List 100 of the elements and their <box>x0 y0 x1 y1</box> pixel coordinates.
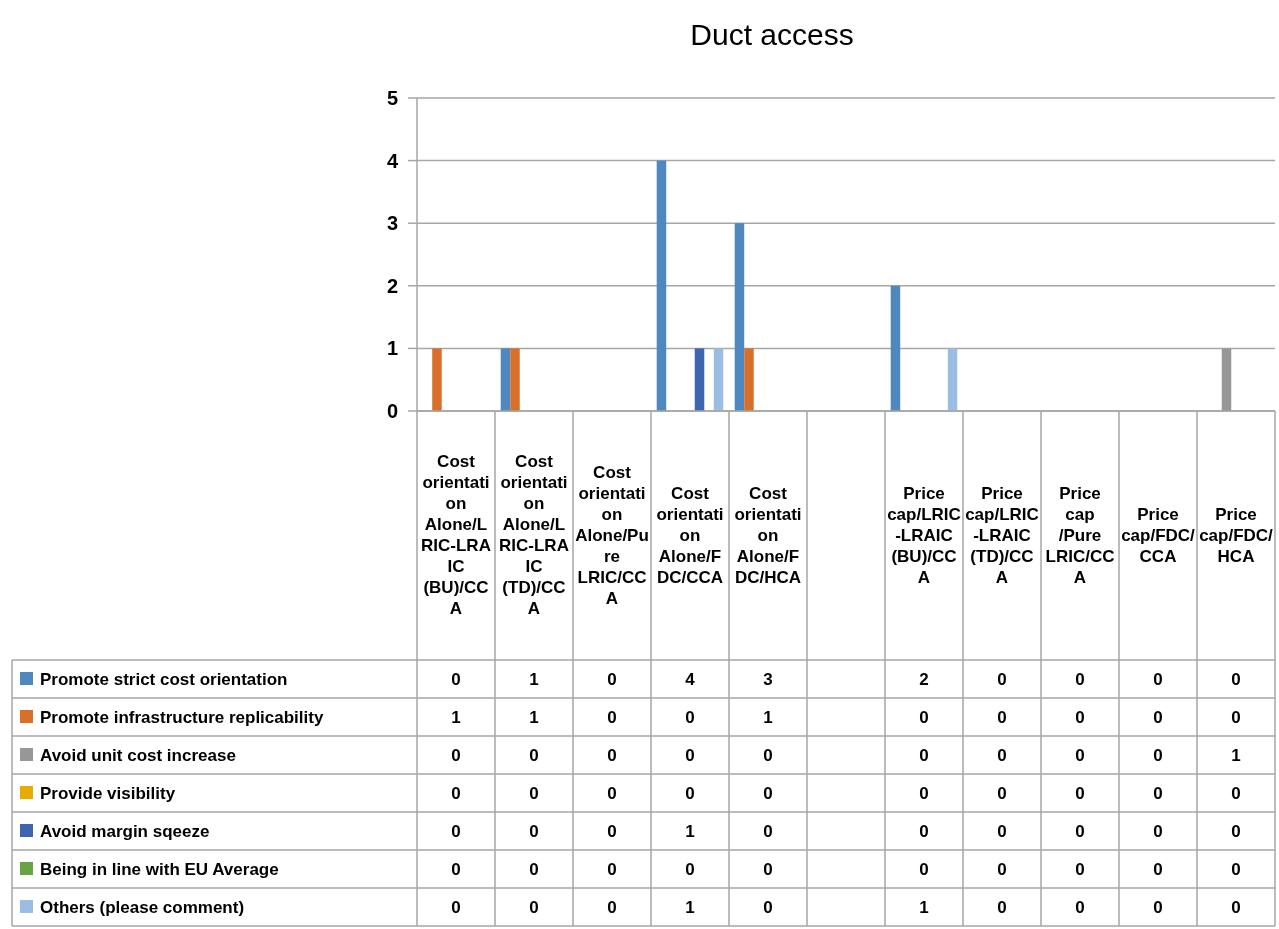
data-label: 0 <box>607 707 617 727</box>
data-label: 0 <box>997 897 1007 917</box>
y-tick-label: 0 <box>386 400 398 422</box>
data-label: 0 <box>685 783 695 803</box>
data-label: 0 <box>1075 669 1085 689</box>
data-label: 0 <box>1153 783 1163 803</box>
x-tick-label: Cost orientation Alone/LRIC-LRAIC (BU)/CCA <box>421 452 491 619</box>
chart-title: Duct access <box>690 18 854 51</box>
bar <box>947 348 958 411</box>
x-tick-label: Cost orientation Alone/LRIC-LRAIC (TD)/CCA <box>499 452 569 619</box>
x-tick-label: Cost orientation Alone/FDC/CCA <box>656 483 724 587</box>
data-label: 0 <box>1075 783 1085 803</box>
data-label: 0 <box>997 859 1007 879</box>
bar <box>694 348 705 411</box>
data-label: 0 <box>1075 821 1085 841</box>
data-label: 3 <box>763 669 773 689</box>
bar <box>744 348 754 411</box>
data-label: 0 <box>1153 745 1163 765</box>
y-tick-label: 4 <box>386 149 399 172</box>
x-tick-label: Price cap /Pure LRIC/CCA <box>1045 483 1115 587</box>
data-label: 0 <box>685 745 695 765</box>
data-label: 0 <box>685 707 695 727</box>
data-label: 1 <box>529 669 539 689</box>
data-label: 0 <box>1231 669 1241 689</box>
data-label: 0 <box>997 745 1007 765</box>
data-label: 0 <box>685 859 695 879</box>
data-label: 1 <box>763 707 773 727</box>
data-label: 0 <box>529 859 539 879</box>
legend-label: Being in line with EU Average <box>40 859 279 879</box>
data-label: 0 <box>997 707 1007 727</box>
data-label: 0 <box>997 821 1007 841</box>
y-tick-label: 3 <box>386 212 398 235</box>
data-label: 2 <box>919 669 929 689</box>
legend-label: Promote infrastructure replicability <box>40 707 324 727</box>
data-label: 4 <box>685 669 696 689</box>
data-label: 0 <box>1231 859 1241 879</box>
data-label: 0 <box>529 745 539 765</box>
data-label: 0 <box>607 859 617 879</box>
data-label: 0 <box>763 859 773 879</box>
data-label: 0 <box>1153 707 1163 727</box>
data-label: 1 <box>1231 745 1241 765</box>
data-label: 0 <box>1153 859 1163 879</box>
data-label: 0 <box>763 783 773 803</box>
data-label: 0 <box>1153 821 1163 841</box>
data-label: 0 <box>919 859 929 879</box>
bar <box>713 348 724 411</box>
data-label: 0 <box>607 821 617 841</box>
x-tick-label: Price cap/FDC/HCA <box>1199 504 1274 566</box>
data-label: 1 <box>451 707 461 727</box>
data-label: 0 <box>451 669 461 689</box>
data-label: 1 <box>685 821 695 841</box>
legend-label: Others (please comment) <box>40 897 245 917</box>
data-label: 0 <box>451 821 461 841</box>
data-label: 0 <box>529 821 539 841</box>
data-label: 1 <box>529 707 539 727</box>
x-tick-label: Price cap/LRIC-LRAIC (TD)/CCA <box>965 483 1039 587</box>
data-label: 0 <box>529 783 539 803</box>
data-label: 0 <box>451 745 461 765</box>
data-label: 0 <box>1231 783 1241 803</box>
data-label: 0 <box>763 897 773 917</box>
data-label: 0 <box>763 821 773 841</box>
data-label: 0 <box>1153 897 1163 917</box>
data-label: 0 <box>607 745 617 765</box>
data-label: 0 <box>451 897 461 917</box>
data-label: 0 <box>607 669 617 689</box>
data-label: 0 <box>919 745 929 765</box>
bar <box>510 348 520 411</box>
y-tick-label: 1 <box>386 337 398 360</box>
x-tick-label: Cost orientation Alone/Pure LRIC/CCA <box>575 462 649 608</box>
legend-label: Provide visibility <box>40 783 176 803</box>
data-label: 0 <box>451 859 461 879</box>
data-label: 0 <box>919 821 929 841</box>
data-label: 0 <box>1153 669 1163 689</box>
bar <box>432 348 442 411</box>
y-tick-label: 2 <box>386 274 398 297</box>
data-label: 0 <box>451 783 461 803</box>
data-label: 1 <box>919 897 929 917</box>
data-label: 0 <box>1231 897 1241 917</box>
x-tick-label: Price cap/LRIC-LRAIC (BU)/CCA <box>887 483 961 587</box>
x-tick-label: Cost orientation Alone/FDC/HCA <box>734 483 802 587</box>
data-label: 0 <box>1075 897 1085 917</box>
data-label: 0 <box>607 897 617 917</box>
data-label: 0 <box>607 783 617 803</box>
data-label: 0 <box>997 783 1007 803</box>
data-label: 0 <box>763 745 773 765</box>
data-label: 0 <box>919 707 929 727</box>
data-label: 0 <box>919 783 929 803</box>
data-label: 0 <box>1075 859 1085 879</box>
bar <box>1221 348 1232 411</box>
data-label: 0 <box>1231 707 1241 727</box>
bar <box>734 223 745 411</box>
data-label: 0 <box>1075 707 1085 727</box>
bar <box>656 160 667 411</box>
data-label: 0 <box>1231 821 1241 841</box>
legend-label: Avoid margin sqeeze <box>40 821 210 841</box>
data-label: 0 <box>1075 745 1085 765</box>
x-tick-label: Price cap/FDC/CCA <box>1121 504 1196 566</box>
bar <box>890 285 901 411</box>
legend-label: Promote strict cost orientation <box>40 669 288 689</box>
data-label: 0 <box>997 669 1007 689</box>
